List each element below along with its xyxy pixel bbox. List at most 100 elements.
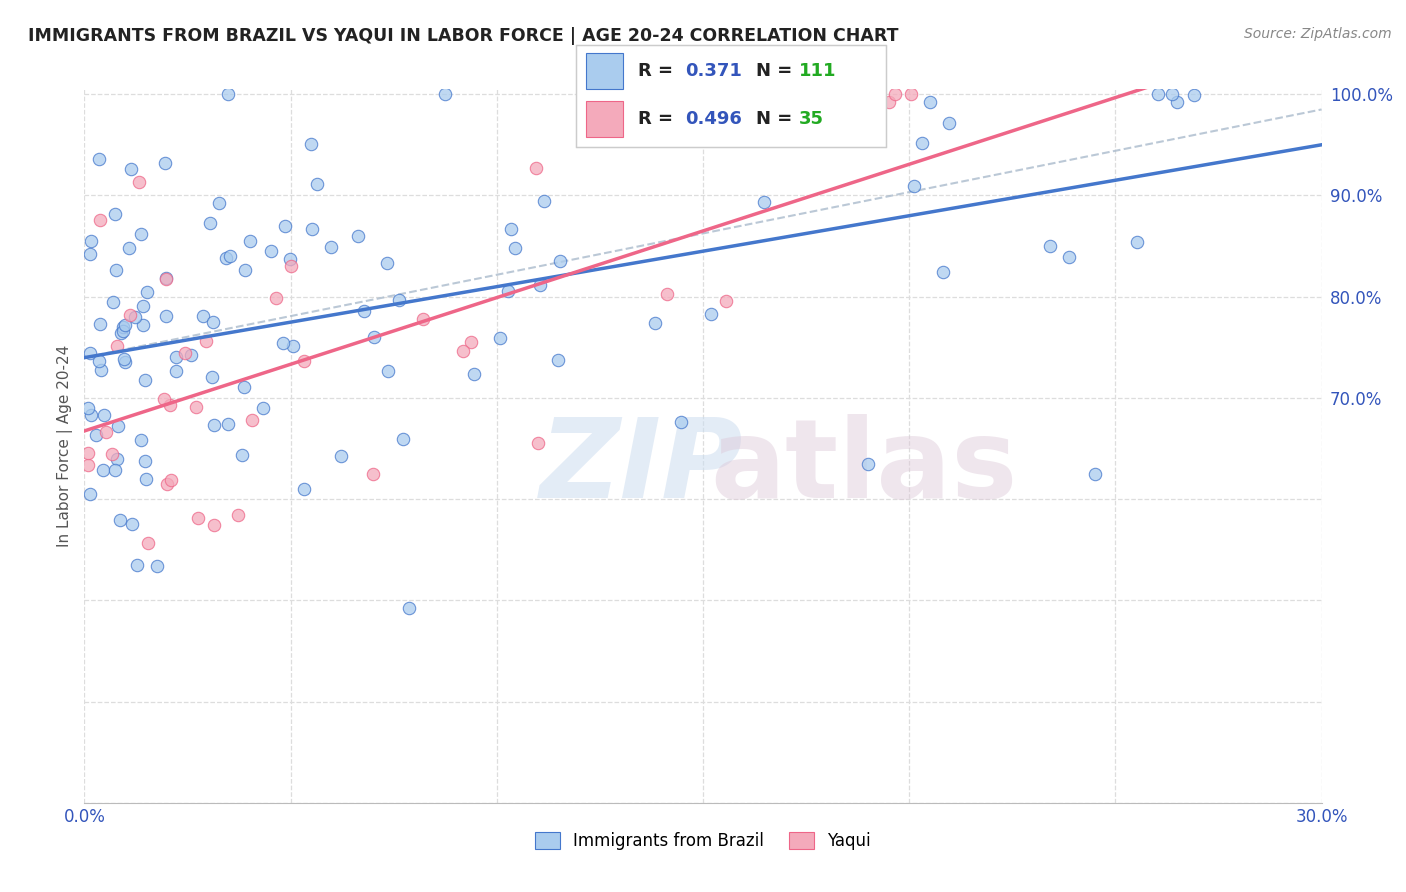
Point	[1057, 250, 1080, 264]
Point	[120, 161, 142, 176]
Point	[215, 251, 238, 265]
Text: 111: 111	[799, 62, 837, 80]
Text: R =: R =	[638, 62, 679, 80]
Point	[489, 331, 512, 345]
Point	[271, 335, 294, 350]
Point	[131, 318, 153, 332]
Point	[281, 339, 304, 353]
Point	[398, 601, 420, 615]
Point	[451, 343, 474, 358]
Point	[294, 483, 316, 497]
Point	[900, 87, 922, 102]
Point	[231, 448, 253, 462]
Point	[135, 285, 157, 299]
Point	[114, 354, 136, 368]
Point	[671, 415, 693, 429]
Point	[111, 319, 134, 334]
Point	[412, 311, 434, 326]
Point	[353, 304, 375, 318]
Point	[79, 345, 101, 359]
Point	[90, 363, 112, 377]
Point	[165, 351, 187, 365]
Point	[377, 364, 399, 378]
Point	[104, 207, 127, 221]
Point	[524, 161, 547, 175]
Point	[89, 152, 111, 166]
Point	[155, 309, 177, 323]
Point	[375, 256, 398, 270]
Point	[347, 228, 370, 243]
Point	[903, 179, 925, 194]
Point	[87, 353, 110, 368]
Point	[191, 310, 214, 324]
Point	[80, 234, 103, 248]
Text: 0.496: 0.496	[685, 111, 741, 128]
Point	[134, 454, 156, 468]
Point	[252, 401, 274, 415]
Point	[460, 334, 482, 349]
Point	[239, 234, 262, 248]
Point	[105, 339, 128, 353]
Point	[104, 463, 127, 477]
Point	[503, 241, 526, 255]
Point	[108, 513, 131, 527]
Point	[118, 241, 141, 255]
Point	[89, 317, 111, 331]
Point	[1147, 87, 1170, 102]
Point	[655, 287, 678, 301]
Point	[388, 293, 411, 308]
Text: Source: ZipAtlas.com: Source: ZipAtlas.com	[1244, 27, 1392, 41]
Point	[754, 195, 776, 210]
Point	[496, 284, 519, 298]
Point	[240, 412, 263, 426]
Point	[129, 227, 152, 241]
Point	[153, 392, 176, 407]
Point	[918, 95, 941, 110]
Y-axis label: In Labor Force | Age 20-24: In Labor Force | Age 20-24	[58, 345, 73, 547]
Point	[186, 401, 208, 415]
Point	[146, 559, 169, 574]
Point	[856, 457, 879, 471]
Point	[159, 473, 181, 487]
Point	[165, 364, 187, 378]
Point	[463, 368, 485, 382]
Point	[233, 262, 256, 277]
Point	[1166, 95, 1188, 110]
Point	[93, 462, 115, 476]
Point	[1039, 238, 1062, 252]
Point	[717, 87, 740, 102]
Point	[644, 316, 666, 330]
Point	[292, 354, 315, 368]
Point	[219, 249, 242, 263]
Point	[1125, 235, 1147, 249]
Point	[104, 262, 127, 277]
Point	[129, 434, 152, 448]
Point	[105, 452, 128, 467]
Point	[156, 477, 179, 491]
Point	[547, 352, 569, 367]
Point	[392, 432, 415, 446]
Point	[202, 418, 225, 433]
Point	[138, 536, 160, 550]
Point	[280, 259, 302, 273]
Point	[128, 175, 150, 189]
Point	[529, 278, 551, 293]
Point	[120, 308, 142, 322]
Point	[132, 299, 155, 313]
Point	[264, 291, 287, 305]
Point	[208, 196, 231, 211]
Point	[938, 116, 960, 130]
Point	[110, 326, 132, 340]
Point	[217, 417, 239, 431]
Point	[89, 213, 111, 227]
Point	[713, 95, 735, 110]
Point	[260, 244, 283, 258]
Point	[700, 307, 723, 321]
Point	[77, 446, 100, 460]
Point	[434, 87, 457, 102]
Point	[155, 270, 177, 285]
Point	[77, 401, 100, 415]
Point	[301, 221, 323, 235]
Point	[201, 316, 224, 330]
Point	[107, 419, 129, 434]
